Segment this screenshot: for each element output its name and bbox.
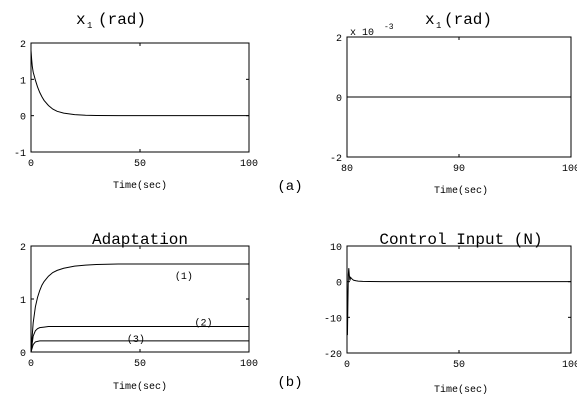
y-tick-label: 1 xyxy=(20,76,26,87)
series-annotation: (1) xyxy=(175,271,193,283)
x-tick-label: 0 xyxy=(28,359,34,370)
y-tick-label: -2 xyxy=(330,154,342,165)
x-tick-label: 100 xyxy=(240,159,258,170)
x-tick-label: 50 xyxy=(134,159,146,170)
x-axis-label: Time(sec) xyxy=(434,185,488,197)
x-tick-label: 100 xyxy=(240,359,258,370)
axis-exponent-power: -3 xyxy=(384,23,394,32)
y-tick-label: 0 xyxy=(336,94,342,105)
y-tick-label: 2 xyxy=(336,34,342,45)
plot-adaptation: Adaptation 0 50 100 0 1 2 (1) (2) (3) Time(sec) xyxy=(20,231,258,393)
plot-control-input: Control Input (N) 0 50 100 -20 -10 0 10 Time(s… xyxy=(324,231,577,396)
plot-title-subscript: 1 xyxy=(87,21,92,31)
series-annotation: (3) xyxy=(127,334,145,346)
x-tick-label: 80 xyxy=(341,164,353,175)
series-line-1 xyxy=(30,263,249,353)
x-tick-label: 90 xyxy=(453,164,465,175)
series-line-3 xyxy=(30,340,249,353)
plot-title-rest: (rad) xyxy=(444,11,492,29)
y-tick-label: -20 xyxy=(324,350,342,361)
x-tick-label: 0 xyxy=(28,159,34,170)
x-tick-label: 50 xyxy=(134,359,146,370)
y-tick-label: 10 xyxy=(330,243,342,254)
y-tick-label: -10 xyxy=(324,314,342,325)
series-line-1 xyxy=(30,50,249,117)
x-tick-label: 0 xyxy=(344,360,350,371)
panel-label-a: (a) xyxy=(277,179,302,195)
plot-x1-zoom: x 1 (rad) x 10 -3 80 90 100 -2 0 2 Time(sec) xyxy=(330,11,577,197)
plot-title-subscript: 1 xyxy=(436,21,441,31)
y-tick-label: 2 xyxy=(20,243,26,254)
series-line-1 xyxy=(346,268,571,336)
x-tick-label: 100 xyxy=(562,360,577,371)
plot-frame xyxy=(30,42,250,153)
plot-title-main: x xyxy=(76,11,86,29)
x-tick-label: 50 xyxy=(453,360,465,371)
x-axis-label: Time(sec) xyxy=(113,180,167,192)
y-tick-label: 0 xyxy=(20,349,26,360)
plot-frame xyxy=(346,245,572,354)
plot-title-rest: (rad) xyxy=(98,11,146,29)
plot-title-main: x xyxy=(425,11,435,29)
x-axis-label: Time(sec) xyxy=(113,381,167,393)
axis-exponent-base: x 10 xyxy=(350,28,374,39)
y-tick-label: 0 xyxy=(20,113,26,124)
plot-title: Control Input (N) xyxy=(379,231,542,249)
x-tick-label: 100 xyxy=(562,164,577,175)
series-annotation: (2) xyxy=(195,317,213,329)
series-line-2 xyxy=(30,326,249,353)
y-tick-label: -1 xyxy=(14,149,26,160)
y-tick-label: 2 xyxy=(20,40,26,51)
plot-title: Adaptation xyxy=(92,231,188,249)
y-tick-label: 0 xyxy=(336,279,342,290)
x-axis-label: Time(sec) xyxy=(434,384,488,396)
panel-label-b: (b) xyxy=(277,375,302,391)
y-tick-label: 1 xyxy=(20,296,26,307)
